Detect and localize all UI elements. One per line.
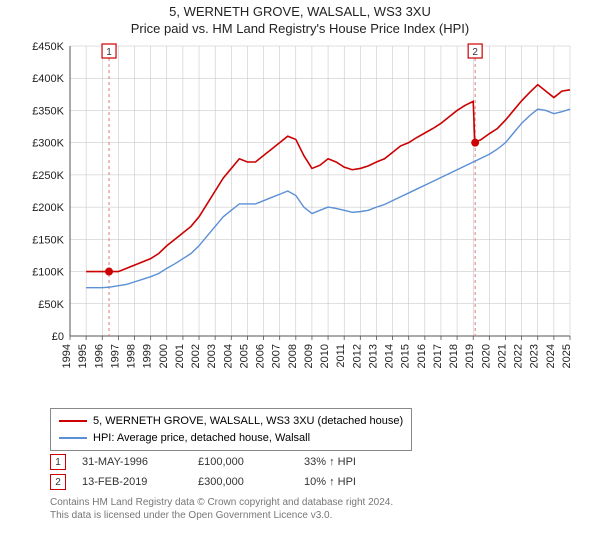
svg-text:£300K: £300K (32, 138, 64, 150)
event-price-2: £300,000 (198, 476, 288, 488)
svg-text:2006: 2006 (255, 344, 267, 368)
legend-label-hpi: HPI: Average price, detached house, Wals… (93, 430, 310, 447)
price-chart: £0 £50K £100K £150K £200K £250K £300K £350K £400… (20, 36, 580, 396)
svg-text:1996: 1996 (93, 344, 105, 368)
svg-text:2024: 2024 (545, 344, 557, 368)
event-price-1: £100,000 (198, 456, 288, 468)
svg-text:2021: 2021 (496, 344, 508, 368)
svg-text:2001: 2001 (174, 344, 186, 368)
legend-item-property: 5, WERNETH GROVE, WALSALL, WS3 3XU (deta… (59, 413, 403, 430)
svg-text:2019: 2019 (464, 344, 476, 368)
svg-text:£150K: £150K (32, 234, 64, 246)
svg-text:2004: 2004 (222, 344, 234, 368)
svg-text:2025: 2025 (561, 344, 573, 368)
svg-text:1999: 1999 (142, 344, 154, 368)
svg-text:£0: £0 (52, 331, 64, 343)
svg-text:£100K: £100K (32, 267, 64, 279)
svg-text:2: 2 (472, 47, 478, 58)
chart-title-address: 5, WERNETH GROVE, WALSALL, WS3 3XU (0, 4, 600, 19)
svg-text:2003: 2003 (206, 344, 218, 368)
event-date-1: 31-MAY-1996 (82, 456, 182, 468)
svg-text:2014: 2014 (384, 344, 396, 368)
svg-text:£200K: £200K (32, 202, 64, 214)
event-marker-2: 2 (50, 474, 66, 490)
svg-text:2008: 2008 (287, 344, 299, 368)
svg-text:2005: 2005 (238, 344, 250, 368)
svg-text:1997: 1997 (109, 344, 121, 368)
svg-text:£450K: £450K (32, 41, 64, 53)
svg-text:1994: 1994 (61, 344, 73, 368)
svg-text:1995: 1995 (77, 344, 89, 368)
svg-text:1998: 1998 (126, 344, 138, 368)
event-marker-1: 1 (50, 454, 66, 470)
svg-text:2007: 2007 (271, 344, 283, 368)
svg-text:1: 1 (106, 47, 112, 58)
svg-text:2023: 2023 (529, 344, 541, 368)
event-date-2: 13-FEB-2019 (82, 476, 182, 488)
legend: 5, WERNETH GROVE, WALSALL, WS3 3XU (deta… (50, 408, 412, 451)
svg-text:2015: 2015 (400, 344, 412, 368)
svg-text:2022: 2022 (513, 344, 525, 368)
svg-text:2000: 2000 (158, 344, 170, 368)
attribution: Contains HM Land Registry data © Crown c… (50, 496, 600, 522)
legend-item-hpi: HPI: Average price, detached house, Wals… (59, 430, 403, 447)
svg-text:2009: 2009 (303, 344, 315, 368)
svg-text:2011: 2011 (335, 344, 347, 368)
svg-text:2010: 2010 (319, 344, 331, 368)
svg-text:2002: 2002 (190, 344, 202, 368)
svg-text:£50K: £50K (38, 299, 64, 311)
event-delta-1: 33% ↑ HPI (304, 456, 356, 468)
svg-text:2016: 2016 (416, 344, 428, 368)
svg-text:2013: 2013 (367, 344, 379, 368)
svg-text:£250K: £250K (32, 170, 64, 182)
event-row-1: 1 31-MAY-1996 £100,000 33% ↑ HPI (50, 454, 600, 470)
legend-label-property: 5, WERNETH GROVE, WALSALL, WS3 3XU (deta… (93, 413, 403, 430)
svg-text:£400K: £400K (32, 73, 64, 85)
svg-text:2012: 2012 (351, 344, 363, 368)
svg-text:2017: 2017 (432, 344, 444, 368)
svg-text:2018: 2018 (448, 344, 460, 368)
svg-text:£350K: £350K (32, 105, 64, 117)
event-row-2: 2 13-FEB-2019 £300,000 10% ↑ HPI (50, 474, 600, 490)
svg-text:2020: 2020 (480, 344, 492, 368)
chart-title-subtitle: Price paid vs. HM Land Registry's House … (0, 21, 600, 36)
event-delta-2: 10% ↑ HPI (304, 476, 356, 488)
